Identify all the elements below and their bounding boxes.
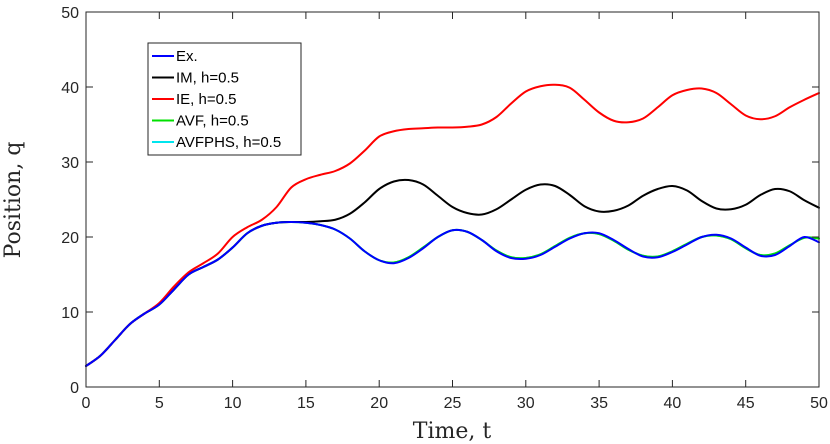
y-tick-label: 10 (61, 305, 79, 322)
y-tick-label: 30 (61, 155, 79, 172)
tick-layer: 0 5 10 15 20 25 30 35 40 45 50 0 10 20 30 40 50 (61, 5, 828, 412)
x-tick-label: 50 (810, 395, 828, 412)
x-tick-label: 10 (224, 395, 242, 412)
y-tick-label: 50 (61, 5, 79, 22)
x-tick-label: 5 (155, 395, 164, 412)
x-tick-label: 45 (737, 395, 755, 412)
y-tick-label: 20 (61, 230, 79, 247)
y-tick-label: 40 (61, 80, 79, 97)
x-axis-label: Time, t (413, 419, 492, 444)
x-tick-label: 35 (590, 395, 608, 412)
x-tick-label: 0 (82, 395, 91, 412)
series-line-ex (85, 221, 820, 367)
x-tick-label: 40 (664, 395, 682, 412)
y-tick-label: 0 (70, 380, 79, 397)
legend-label: AVF, h=0.5 (176, 113, 249, 130)
x-tick-label: 15 (297, 395, 315, 412)
x-tick-label: 20 (370, 395, 388, 412)
legend-label: AVFPHS, h=0.5 (176, 134, 281, 151)
series-line-ie (85, 83, 820, 367)
y-axis-label: Position, q (1, 142, 26, 259)
x-tick-label: 25 (444, 395, 462, 412)
series-layer (85, 83, 820, 367)
legend-label: Ex. (176, 48, 198, 65)
x-tick-label: 30 (517, 395, 535, 412)
legend: Ex. IM, h=0.5 IE, h=0.5 AVF, h=0.5 AVFPHS, h… (147, 42, 302, 156)
legend-label: IE, h=0.5 (176, 91, 236, 108)
legend-label: IM, h=0.5 (176, 70, 239, 87)
